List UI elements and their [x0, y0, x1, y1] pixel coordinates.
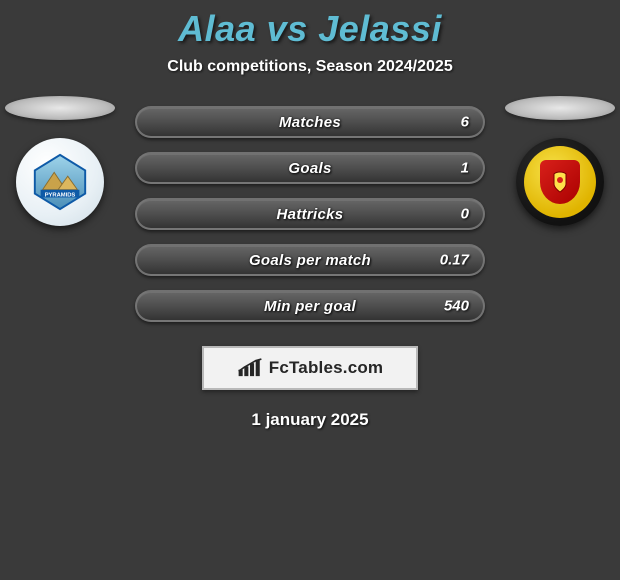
stat-label: Goals [288, 160, 331, 177]
stat-rows: Matches 6 Goals 1 Hattricks 0 Goals per … [135, 106, 485, 322]
stat-label: Min per goal [264, 298, 356, 315]
stat-right-value: 0.17 [440, 252, 469, 269]
stat-row: Matches 6 [135, 106, 485, 138]
right-club-logo [516, 138, 604, 226]
subtitle: Club competitions, Season 2024/2025 [0, 58, 620, 76]
stat-label: Hattricks [277, 206, 344, 223]
stats-area: PYRAMIDS Matches [0, 106, 620, 430]
left-club-logo: PYRAMIDS [16, 138, 104, 226]
stat-right-value: 1 [461, 160, 469, 177]
brand-text: FcTables.com [269, 358, 384, 378]
stat-right-value: 6 [461, 114, 469, 131]
brand-badge: FcTables.com [202, 346, 418, 390]
right-player-column [500, 96, 620, 226]
footer-date: 1 january 2025 [0, 410, 620, 430]
stat-right-value: 540 [444, 298, 469, 315]
left-player-column: PYRAMIDS [0, 96, 120, 226]
logo-shield-icon [540, 160, 580, 204]
stat-label: Matches [279, 114, 341, 131]
stat-row: Goals 1 [135, 152, 485, 184]
chart-icon [237, 358, 263, 378]
stat-row: Min per goal 540 [135, 290, 485, 322]
stat-row: Goals per match 0.17 [135, 244, 485, 276]
logo-inner-ring-icon [524, 146, 596, 218]
halo-icon [505, 96, 615, 120]
page-title: Alaa vs Jelassi [0, 8, 620, 50]
svg-text:PYRAMIDS: PYRAMIDS [45, 193, 76, 199]
halo-icon [5, 96, 115, 120]
stat-label: Goals per match [249, 252, 371, 269]
card-root: Alaa vs Jelassi Club competitions, Seaso… [0, 0, 620, 580]
pyramids-logo-icon: PYRAMIDS [29, 151, 91, 213]
est-emblem-icon [550, 170, 570, 194]
stat-right-value: 0 [461, 206, 469, 223]
stat-row: Hattricks 0 [135, 198, 485, 230]
